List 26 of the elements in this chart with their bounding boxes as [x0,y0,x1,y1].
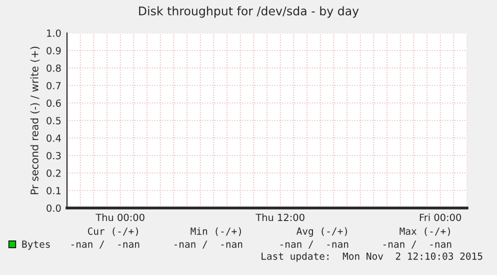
text: -nan / -nan [174,240,242,249]
x-tick-label: Fri 00:00 [420,214,462,222]
y-axis-title: Pr second read (-) / write (+) [30,46,40,194]
y-tick-label: 0.0 [46,204,61,212]
y-tick-label: 0.6 [46,99,61,107]
y-tick-label: 0.4 [46,134,61,142]
text: Last update: Mon Nov 2 12:10:03 2015 [262,252,482,262]
chart-title: Disk throughput for /dev/sda - by day [139,6,359,18]
text: Max (-/+) [400,227,450,236]
text: Min (-/+) [190,227,241,236]
y-tick-label: 0.9 [46,46,61,54]
y-tick-label: 0.2 [46,169,60,177]
text: -nan / -nan [280,240,348,249]
legend-label: Bytes [22,240,50,250]
y-tick-label: 0.7 [46,82,61,90]
x-tick-label: Thu 00:00 [96,214,144,222]
text: -nan / -nan [71,240,140,249]
text: Avg (-/+) [296,227,347,237]
text: -nan / -nan [383,240,452,249]
y-tick-label: 0.8 [46,64,61,72]
y-tick-label: 0.5 [46,116,61,124]
y-tick-label: 1.0 [47,29,61,37]
y-tick-label: 0.3 [46,152,61,160]
text: Cur (-/+) [88,227,138,236]
y-tick-label: 0.1 [46,186,61,194]
x-tick-label: Thu 12:00 [256,214,304,222]
